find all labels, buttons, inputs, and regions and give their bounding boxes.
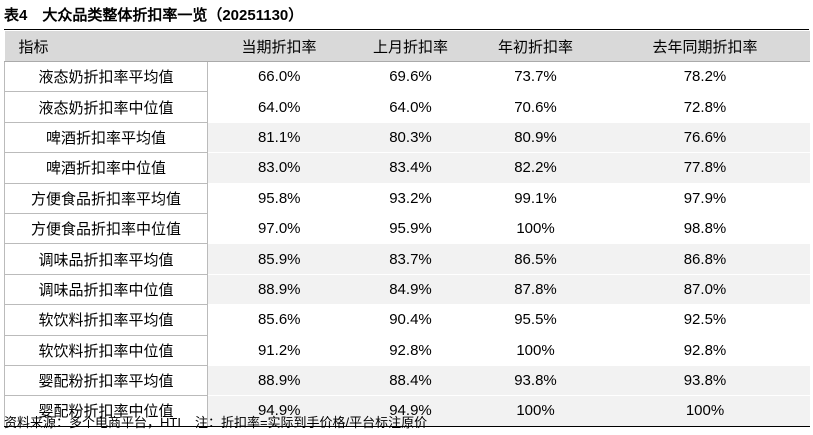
cell: 100% — [600, 395, 810, 427]
table-row: 啤酒折扣率中位值 83.0% 83.4% 82.2% 77.8% — [4, 152, 810, 184]
cell: 81.1% — [207, 122, 351, 154]
row-label: 啤酒折扣率中位值 — [4, 152, 208, 184]
cell: 98.8% — [600, 213, 810, 245]
table-row: 调味品折扣率平均值 85.9% 83.7% 86.5% 86.8% — [4, 243, 810, 275]
cell: 94.9% — [350, 395, 471, 427]
row-label: 婴配粉折扣率中位值 — [4, 395, 208, 427]
header-cell: 年初折扣率 — [470, 31, 601, 62]
table-row: 方便食品折扣率中位值 97.0% 95.9% 100% 98.8% — [4, 212, 810, 245]
source: 资料来源：多个电商平台，HTI — [4, 415, 181, 430]
cell: 95.9% — [350, 213, 471, 245]
table-row: 婴配粉折扣率中位值 94.9% 94.9% 100% 100% — [4, 395, 810, 427]
cell: 100% — [470, 395, 601, 427]
header-cell: 当期折扣率 — [207, 31, 351, 62]
cell: 78.2% — [600, 61, 810, 93]
cell: 90.4% — [350, 304, 471, 336]
cell: 87.8% — [470, 274, 601, 306]
header-cell: 指标 — [4, 31, 208, 62]
cell: 86.8% — [600, 243, 810, 275]
row-label: 调味品折扣率平均值 — [4, 243, 208, 275]
cell: 66.0% — [207, 61, 351, 93]
discount-table: 指标 当期折扣率 上月折扣率 年初折扣率 去年同期折扣率 液态奶折扣率平均值 66.0% 6… — [4, 31, 810, 427]
table-row: 软饮料折扣率中位值 91.2% 92.8% 100% 92.8% — [4, 334, 810, 366]
cell: 97.0% — [207, 213, 351, 245]
header-row: 指标 当期折扣率 上月折扣率 年初折扣率 去年同期折扣率 — [4, 31, 810, 62]
cell: 95.5% — [470, 304, 601, 336]
row-label: 液态奶折扣率平均值 — [4, 60, 208, 93]
cell: 88.4% — [350, 365, 471, 397]
row-label: 软饮料折扣率中位值 — [4, 334, 208, 366]
cell: 85.6% — [207, 304, 351, 336]
cell: 95.8% — [207, 183, 351, 214]
cell: 92.5% — [600, 304, 810, 336]
cell: 97.9% — [600, 183, 810, 214]
row-label: 啤酒折扣率平均值 — [4, 121, 208, 154]
cell: 72.8% — [600, 91, 810, 123]
table-row: 婴配粉折扣率平均值 88.9% 88.4% 93.8% 93.8% — [4, 364, 810, 397]
cell: 100% — [470, 213, 601, 245]
row-label: 方便食品折扣率平均值 — [4, 182, 208, 214]
cell: 77.8% — [600, 152, 810, 184]
table-row: 液态奶折扣率中位值 64.0% 64.0% 70.6% 72.8% — [4, 91, 810, 123]
table-row: 调味品折扣率中位值 88.9% 84.9% 87.8% 87.0% — [4, 273, 810, 306]
cell: 93.2% — [350, 183, 471, 214]
cell: 73.7% — [470, 61, 601, 93]
cell: 64.0% — [207, 91, 351, 123]
cell: 92.8% — [350, 335, 471, 366]
cell: 93.8% — [600, 365, 810, 397]
cell: 83.0% — [207, 152, 351, 184]
cell: 92.8% — [600, 335, 810, 366]
cell: 83.4% — [350, 152, 471, 184]
cell: 88.9% — [207, 274, 351, 306]
row-label: 液态奶折扣率中位值 — [4, 91, 208, 123]
cell: 69.6% — [350, 61, 471, 93]
footer: 资料来源：多个电商平台，HTI 注：折扣率=实际到手价格/平台标注原价 — [4, 412, 427, 434]
table-row: 啤酒折扣率平均值 81.1% 80.3% 80.9% 76.6% — [4, 121, 810, 154]
table-body: 液态奶折扣率平均值 66.0% 69.6% 73.7% 78.2% 液态奶折扣率中位值 64… — [4, 60, 810, 427]
table-row: 软饮料折扣率平均值 85.6% 90.4% 95.5% 92.5% — [4, 304, 810, 336]
table-title: 表4 大众品类整体折扣率一览（20251130） — [4, 0, 809, 30]
cell: 88.9% — [207, 365, 351, 397]
cell: 91.2% — [207, 335, 351, 366]
cell: 99.1% — [470, 183, 601, 214]
row-label: 调味品折扣率中位值 — [4, 273, 208, 306]
cell: 100% — [470, 335, 601, 366]
cell: 83.7% — [350, 243, 471, 275]
row-label: 婴配粉折扣率平均值 — [4, 364, 208, 397]
table-row: 方便食品折扣率平均值 95.8% 93.2% 99.1% 97.9% — [4, 182, 810, 214]
cell: 87.0% — [600, 274, 810, 306]
header-cell: 上月折扣率 — [350, 31, 471, 62]
cell: 76.6% — [600, 122, 810, 154]
cell: 85.9% — [207, 243, 351, 275]
cell: 64.0% — [350, 91, 471, 123]
cell: 82.2% — [470, 152, 601, 184]
cell: 94.9% — [207, 395, 351, 427]
header-cell: 去年同期折扣率 — [600, 31, 810, 62]
cell: 80.3% — [350, 122, 471, 154]
cell: 86.5% — [470, 243, 601, 275]
row-label: 软饮料折扣率平均值 — [4, 304, 208, 336]
cell: 93.8% — [470, 365, 601, 397]
note: 注：折扣率=实际到手价格/平台标注原价 — [194, 415, 428, 430]
cell: 70.6% — [470, 91, 601, 123]
row-label: 方便食品折扣率中位值 — [4, 212, 208, 245]
cell: 84.9% — [350, 274, 471, 306]
table-row: 液态奶折扣率平均值 66.0% 69.6% 73.7% 78.2% — [4, 60, 810, 93]
cell: 80.9% — [470, 122, 601, 154]
